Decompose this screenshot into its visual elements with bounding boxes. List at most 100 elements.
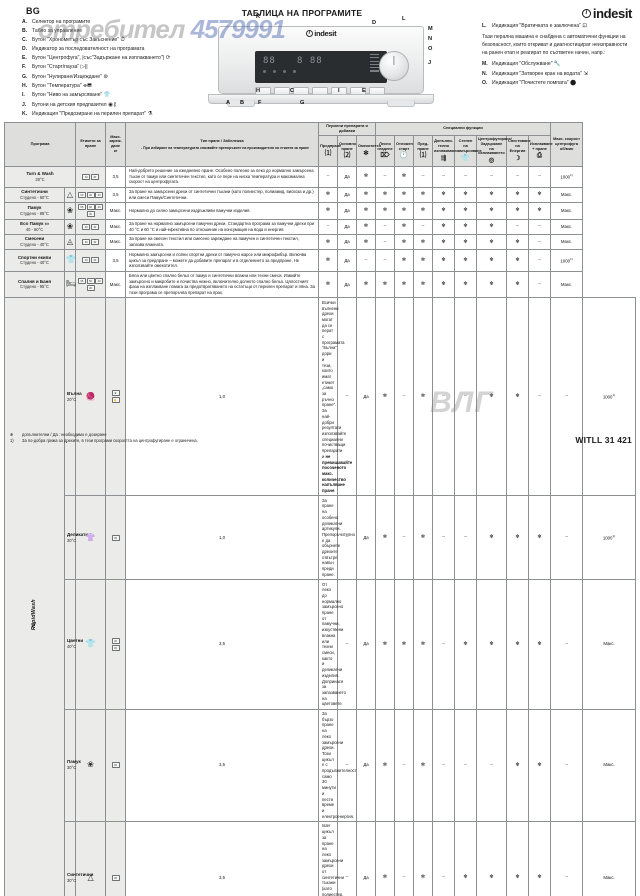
pointer-label-b: B (240, 100, 244, 106)
cell-program-icon: ❀ (65, 219, 76, 234)
cell-max-load: Макс. (106, 219, 126, 234)
cell-program-icon: 👚 (76, 496, 106, 580)
program-temperature: Студено - 40°C (20, 260, 49, 265)
cell-max-load: 3,5 (106, 166, 126, 187)
soil-level-shirt-icon: 👕 (456, 155, 475, 162)
cell-special-function: – (529, 219, 551, 234)
pointer-label-i: I (338, 88, 340, 94)
legend-item: D.Индикатор за последователност на прогр… (22, 45, 197, 53)
cell-description: За пране на особено деликатни артикули. … (319, 496, 338, 580)
cell-special-function: ✻ (395, 203, 414, 220)
cell-special-function: ✻ (433, 250, 455, 271)
cell-special-function: – (455, 166, 477, 187)
cell-detergent: Да (357, 298, 376, 496)
cell-max-spin: 10001) (583, 298, 636, 496)
legend-item: L.Индикация "Вратичката е заключена" ⊡ (482, 22, 634, 31)
cell-detergent: Да (338, 250, 357, 271)
cell-special-function: – (376, 166, 395, 187)
care-label-tag: 40 (95, 278, 103, 284)
legend-item: O.Индикация "Почистете помпата" ⬤ (482, 79, 634, 88)
cell-special-function: ✻ (414, 580, 433, 709)
cell-detergent: Да (338, 271, 357, 298)
cell-special-function: – (395, 821, 414, 896)
cell-max-load: Макс. (106, 234, 126, 249)
cell-special-function: ✻ (414, 298, 433, 496)
spin-hold-icon: ◎ (478, 157, 505, 164)
cell-special-function: ✻ (455, 580, 477, 709)
cell-description: Всички вълнени дрехи могат да се перат с… (319, 298, 338, 496)
program-label: Памук (28, 205, 42, 210)
cell-special-function: ✻ (395, 166, 414, 187)
start-pause-icon: ▷|| (81, 63, 88, 72)
cell-detergent: – (357, 250, 376, 271)
control-panel-illustration: i indesit 88 8 88 K D L M N O J A (196, 12, 446, 116)
cell-special-function: ✻ (477, 821, 507, 896)
pointer-label-g: G (300, 100, 304, 106)
eco-icon: ❀ (67, 223, 74, 231)
cell-special-function: ✻ (455, 219, 477, 234)
cell-special-function: – (529, 166, 551, 187)
child-lock-icon: ◉⚷ (108, 101, 117, 110)
cell-program-icon: 👕 (65, 250, 76, 271)
th-easy-iron: Лесно гладене⌦ (376, 135, 395, 166)
cell-detergent: ✻ (357, 166, 376, 187)
spin-icon: ⟳ (166, 54, 171, 63)
cell-special-function: – (529, 298, 551, 496)
cell-special-function: – (433, 821, 455, 896)
care-label-tag: 30 (112, 762, 120, 768)
cell-max-load: 3,5 (106, 187, 126, 202)
cell-special-function: ✻ (477, 203, 507, 220)
cell-special-function: ✻ (507, 298, 529, 496)
cell-special-function: ✻ (455, 250, 477, 271)
cell-description: За пране на замърсени дрехи от синтетичн… (126, 187, 319, 202)
cell-special-function: ✻ (455, 234, 477, 249)
care-label-tag: ✋ (112, 397, 120, 403)
cell-description: За пране на нормално замърсени памучни д… (126, 219, 319, 234)
cell-special-function: ✻ (529, 709, 551, 821)
iron-icon: ⌦ (377, 152, 393, 159)
program-label: Смесени (25, 236, 45, 241)
care-label-tag: 95 (78, 204, 86, 210)
legend-item: C.Бутон "Хронометър със Закъснение" ⏱ (22, 36, 197, 45)
care-label-tag: ✾ (112, 390, 120, 396)
bed-icon: 🛏 (66, 280, 76, 288)
cell-care-labels: 30 (106, 496, 126, 580)
cell-program-icon: ❀ (76, 709, 106, 821)
cell-special-function: ✻ (477, 496, 507, 580)
soil-level-icon: 👕 (104, 91, 111, 100)
program-temperature: Студено - 60°C (20, 195, 49, 200)
program-selector-knob[interactable] (379, 51, 409, 81)
cell-max-load: 3,5 (126, 580, 319, 709)
cell-detergent: ✻ (376, 821, 395, 896)
cell-special-function: ✻ (507, 203, 529, 220)
cell-special-function: ✻ (433, 271, 455, 298)
program-temperature: 40°C (67, 644, 76, 649)
program-label: Вълна (67, 391, 82, 396)
cell-special-function: – (551, 709, 583, 821)
temperature-icon: ⌯▤ (83, 82, 91, 91)
pointer-label-m: M (428, 26, 433, 32)
pointer-label-a: A (226, 100, 230, 106)
legend-item: J.Бутони на детския предпазител ◉⚷ (22, 101, 197, 110)
cell-program-icon: 🛏 (65, 271, 76, 298)
cell-special-function: ✻ (414, 203, 433, 220)
cell-special-function: ✻ (529, 821, 551, 896)
cell-special-function: ✻ (433, 219, 455, 234)
cell-program-name: Еco Памук ▭40 - 60°C (5, 219, 65, 234)
model-number: WITLL 31 421 (575, 435, 632, 445)
cell-max-load: 1,0 (126, 496, 319, 580)
legend-item: H.Бутон "Температура" ⌯▤ (22, 82, 197, 91)
cell-special-function: – (455, 496, 477, 580)
cell-special-function: ✻ (414, 709, 433, 821)
program-table: Програма Етикети за пране Макс. зареж- д… (4, 122, 636, 896)
display-indicator-dots (263, 70, 296, 73)
cell-description: Бяла или цветно спално бельо от памук и … (126, 271, 319, 298)
cell-special-function: ✻ (477, 298, 507, 496)
cell-max-spin: Макс. (583, 709, 636, 821)
care-label-tag: 30 (87, 211, 95, 217)
cell-special-function: ✻ (507, 709, 529, 821)
